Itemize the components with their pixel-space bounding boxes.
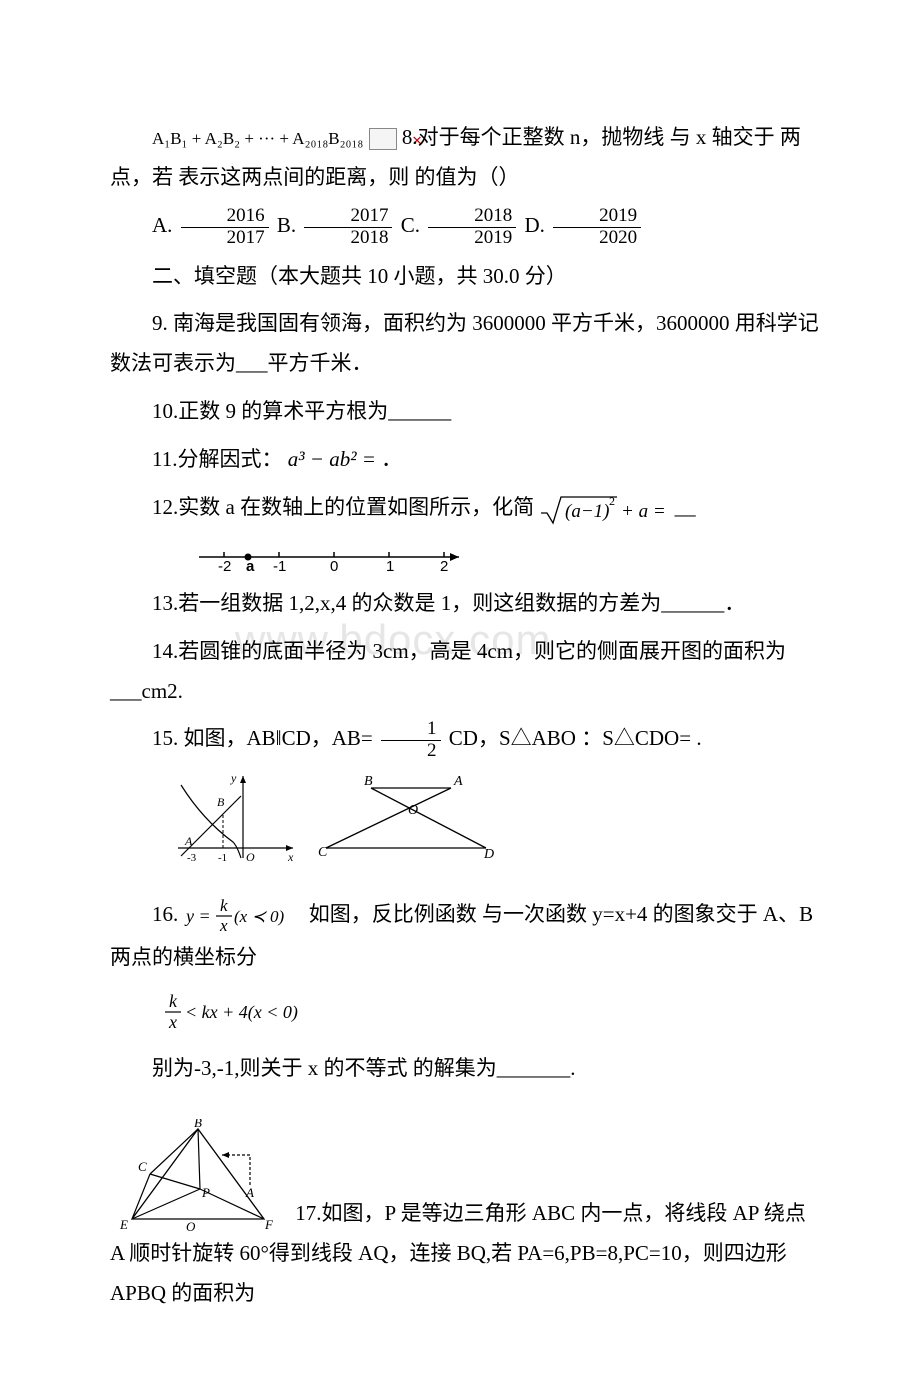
svg-text:< kx + 4(x < 0): < kx + 4(x < 0): [185, 1002, 298, 1023]
svg-text:B: B: [364, 774, 373, 789]
q8-series-formula: A₁B₁ + A₂B₂ + ··· + A₂₀₁₈B₂₀₁₈: [152, 129, 363, 148]
svg-text:C: C: [318, 845, 328, 860]
svg-text:a: a: [246, 558, 255, 575]
svg-text:y =: y =: [184, 906, 211, 926]
svg-text:0: 0: [330, 558, 338, 575]
question-9: 9. 南海是我国固有领海，面积约为 3600000 平方千米，3600000 用…: [110, 304, 820, 384]
svg-text:2: 2: [440, 558, 448, 575]
q8-optB-label: B.: [277, 213, 296, 237]
q16-graph-figure: A B -3 -1 O x y: [173, 770, 303, 865]
question-8: A₁B₁ + A₂B₂ + ··· + A₂₀₁₈B₂₀₁₈ ✕ 8.对于每个正…: [110, 118, 820, 198]
q8-options: A. 20162017 B. 20172018 C. 20182019 D. 2…: [110, 206, 820, 249]
svg-text:k: k: [169, 991, 178, 1011]
q15-text2: CD，S△ABO ：S△CDO= .: [449, 727, 702, 751]
section-2-header: 二、填空题（本大题共 10 小题，共 30.0 分）: [110, 257, 820, 297]
question-12: 12.实数 a 在数轴上的位置如图所示，化简 (a−1) 2 + a = __: [110, 488, 820, 528]
q15-text1: 15. 如图，AB‖CD，AB=: [152, 727, 373, 751]
q8-optD-label: D.: [524, 213, 544, 237]
svg-text:-1: -1: [273, 558, 286, 575]
svg-text:O: O: [186, 1219, 196, 1234]
svg-text:P: P: [201, 1185, 210, 1200]
svg-text:x: x: [168, 1012, 177, 1032]
svg-text:A: A: [453, 774, 463, 789]
svg-text:k: k: [220, 896, 228, 915]
q8-optA-label: A.: [152, 213, 172, 237]
svg-text:B: B: [194, 1119, 202, 1130]
q17-figure: B C A P E O F: [110, 1163, 295, 1187]
q16-formula2: k x < kx + 4(x < 0): [163, 991, 821, 1035]
svg-text:1: 1: [386, 558, 394, 575]
q8-optD-frac: 20192020: [553, 206, 641, 249]
question-15: 15. 如图，AB‖CD，AB= 12 CD，S△ABO ：S△CDO= .: [110, 719, 820, 762]
q12-formula: (a−1) 2 + a =: [539, 495, 674, 519]
question-13: 13.若一组数据 1,2,x,4 的众数是 1，则这组数据的方差为______．: [110, 584, 820, 624]
svg-text:-2: -2: [218, 558, 231, 575]
svg-text:+ a =: + a =: [621, 501, 666, 522]
svg-text:y: y: [230, 771, 237, 785]
q12-blank: __: [675, 495, 696, 519]
q8-optC-label: C.: [401, 213, 420, 237]
svg-text:x: x: [287, 850, 294, 864]
q12-text: 12.实数 a 在数轴上的位置如图所示，化简: [152, 495, 534, 519]
q8-optA-frac: 20162017: [181, 206, 269, 249]
svg-text:2: 2: [609, 494, 615, 508]
svg-text:D: D: [483, 847, 494, 862]
q16-formula1: y = k x (x ≺ 0): [184, 902, 309, 926]
svg-text:x: x: [219, 916, 228, 935]
q11-formula: a³ − ab² =: [288, 447, 381, 471]
svg-text:(a−1): (a−1): [565, 501, 609, 522]
svg-text:C: C: [138, 1159, 147, 1174]
q16-label: 16.: [152, 902, 178, 926]
q15-trapezoid-figure: B A C D O: [316, 770, 496, 865]
q8-optC-frac: 20182019: [428, 206, 516, 249]
svg-text:E: E: [119, 1217, 128, 1232]
svg-text:F: F: [264, 1217, 274, 1232]
svg-text:A: A: [184, 834, 193, 848]
q15-figures: A B -3 -1 O x y B A C D O: [173, 770, 820, 865]
question-14: 14.若圆锥的底面半径为 3cm，高是 4cm，则它的侧面展开图的面积为___c…: [110, 632, 820, 712]
q15-frac: 12: [381, 719, 441, 762]
svg-text:(x ≺ 0): (x ≺ 0): [234, 907, 284, 926]
question-11: 11.分解因式： a³ − ab² = ．: [110, 440, 820, 480]
q11-suffix: ．: [381, 447, 402, 471]
question-17: B C A P E O F 17.如图，P 是等边三角形 ABC 内一点，将线段…: [110, 1119, 820, 1314]
q12-number-line: -2 a -1 0 1 2: [194, 536, 820, 576]
svg-text:-1: -1: [218, 852, 227, 864]
question-16: 16. y = k x (x ≺ 0) 如图，反比例函数 与一次函数 y=x+4…: [110, 895, 820, 977]
svg-text:B: B: [217, 795, 225, 809]
svg-text:-3: -3: [187, 852, 197, 864]
q8-optB-frac: 20172018: [304, 206, 392, 249]
broken-image-icon: ✕: [369, 128, 397, 150]
svg-text:O: O: [246, 850, 255, 864]
question-10: 10.正数 9 的算术平方根为______: [110, 392, 820, 432]
svg-text:O: O: [408, 803, 418, 818]
q11-text: 11.分解因式：: [152, 447, 282, 471]
q16-text2: 别为-3,-1,则关于 x 的不等式 的解集为_______.: [110, 1049, 820, 1089]
svg-text:A: A: [245, 1185, 254, 1200]
